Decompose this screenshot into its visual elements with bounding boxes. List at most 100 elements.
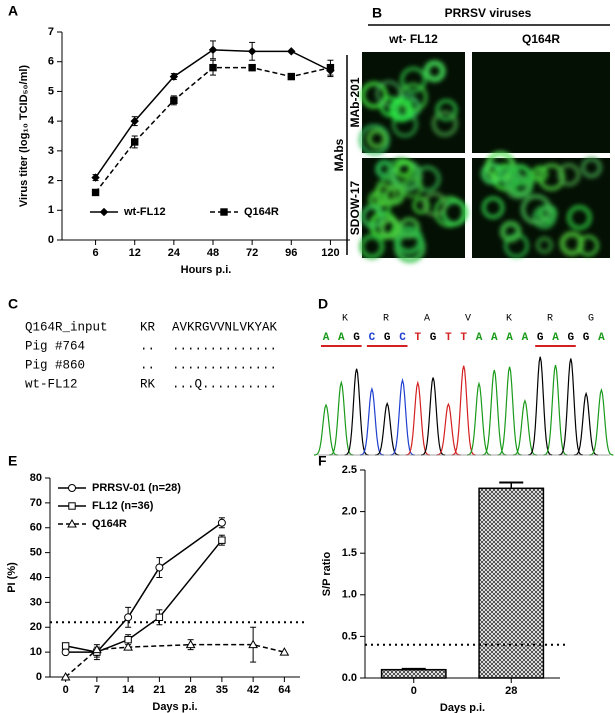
y-tick-label: 10 [30, 646, 42, 658]
y-tick-label: 4 [48, 115, 55, 127]
marker [124, 613, 133, 622]
marker [60, 671, 71, 681]
base-call: A [522, 332, 529, 344]
y-axis-label: Virus titer (log₁₀ TCID₅₀/ml) [18, 65, 30, 207]
base-call: T [445, 332, 452, 344]
y-tick-label: 40 [30, 571, 42, 583]
cell [422, 192, 447, 217]
y-tick-label: 6 [48, 56, 54, 68]
marker [131, 138, 139, 146]
amino-acid: K [506, 314, 512, 325]
cell [400, 66, 427, 94]
alignment-cell: Pig #860 [25, 358, 85, 372]
y-tick-label: 1 [48, 204, 54, 216]
cell [520, 194, 552, 225]
cell [499, 220, 522, 243]
trace-peak [512, 399, 537, 456]
marker [247, 47, 257, 56]
x-tick-label: 7 [94, 684, 100, 696]
cell [358, 124, 390, 156]
legend-label: wt-FL12 [123, 206, 166, 218]
legend-marker [67, 518, 77, 528]
panel-label: A [8, 3, 18, 19]
error-bar [401, 667, 426, 670]
alignment-cell: wt-FL12 [25, 377, 78, 391]
x-tick-label: 0 [411, 685, 417, 697]
marker [130, 116, 139, 126]
micrograph [472, 52, 610, 153]
x-tick-label: 35 [216, 684, 228, 696]
group-label: MAbs [332, 138, 346, 171]
alignment-cell: .. [140, 358, 155, 372]
cell [360, 81, 388, 109]
trace-peak [574, 391, 599, 456]
cell [508, 164, 532, 187]
base-call: A [552, 332, 559, 344]
marker [208, 45, 218, 55]
panel-label: E [8, 453, 17, 469]
x-tick-label: 42 [247, 684, 259, 696]
alignment-cell: Pig #764 [25, 339, 85, 353]
trace-peak [543, 364, 568, 456]
legend-marker [220, 208, 228, 216]
cell [412, 196, 430, 214]
marker [169, 72, 179, 81]
legend-label: PRRSV-01 (n=28) [92, 482, 181, 494]
y-tick-label: 30 [30, 596, 42, 608]
x-axis-label: Days p.i. [152, 701, 197, 713]
base-call: C [369, 332, 376, 344]
alignment-cell: .............. [172, 358, 277, 372]
y-tick-label: 70 [30, 497, 42, 509]
y-tick-label: 2.5 [342, 464, 357, 476]
cell [481, 196, 505, 219]
x-tick-label: 72 [246, 247, 258, 259]
cell [566, 205, 592, 231]
marker [155, 613, 164, 621]
y-tick-label: 3 [48, 145, 54, 157]
cell [360, 204, 385, 229]
trace-peak [390, 377, 415, 456]
trace-peak [497, 366, 522, 456]
trace-peak [375, 401, 400, 456]
marker [218, 536, 226, 544]
y-tick-label: 0 [48, 234, 54, 246]
trace-peak [421, 377, 446, 456]
y-tick-label: 50 [30, 547, 42, 559]
cell [531, 165, 549, 183]
legend-marker [99, 207, 109, 217]
alignment-cell: .............. [172, 339, 277, 353]
y-tick-label: 2 [48, 174, 54, 186]
y-tick-label: 60 [30, 522, 42, 534]
cell [388, 97, 414, 123]
column-label: Q164R [522, 32, 560, 46]
panel-label: B [372, 5, 382, 21]
marker [248, 63, 256, 72]
panel-label: F [318, 453, 327, 469]
y-tick-label: 0 [36, 671, 42, 683]
amino-acid: K [342, 314, 348, 325]
panel-title: PRRSV viruses [445, 6, 532, 20]
marker [326, 63, 335, 72]
cell [379, 216, 402, 240]
cell [580, 157, 602, 179]
x-tick-label: 64 [278, 684, 291, 696]
x-tick-label: 96 [285, 247, 297, 259]
base-call: G [384, 332, 391, 344]
trace-peak [451, 365, 476, 456]
base-call: G [567, 332, 574, 344]
base-call: G [430, 332, 437, 344]
cell [374, 183, 397, 206]
error-bar [499, 481, 524, 489]
y-tick-label: 80 [30, 472, 42, 484]
y-axis-label: PI (%) [6, 562, 18, 593]
base-call: G [537, 332, 544, 344]
y-tick-label: 5 [48, 85, 54, 97]
legend-label: Q164R [92, 518, 127, 530]
marker [91, 188, 100, 197]
alignment-cell: ...Q.......... [172, 377, 277, 391]
trace-peak [436, 402, 461, 456]
marker [92, 644, 102, 654]
trace-peak [329, 380, 354, 456]
cell [499, 165, 521, 188]
x-tick-label: 21 [153, 684, 165, 696]
